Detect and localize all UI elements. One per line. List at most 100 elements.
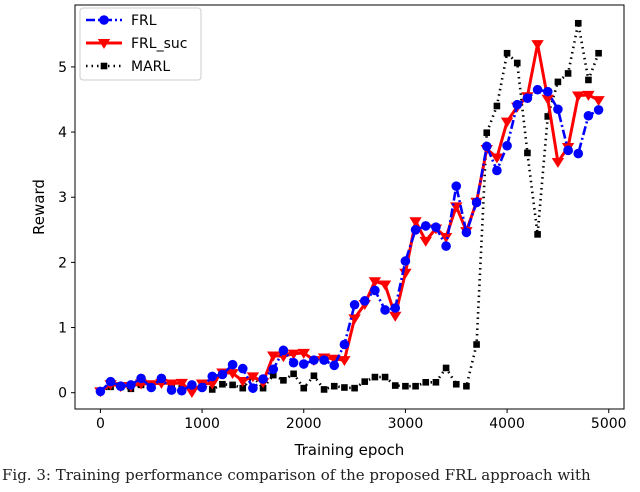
data-point-frl [278,345,289,356]
data-point-marl [361,378,369,385]
data-point-frl [522,93,533,103]
data-point-frl-suc [246,372,260,383]
data-point-marl [585,76,592,84]
data-point-frl [217,369,228,380]
data-point-frl [441,241,451,251]
data-point-frl [105,376,116,387]
data-point-marl [473,341,480,348]
data-point-frl [258,374,268,384]
data-point-frl [573,148,584,159]
data-point-marl [219,380,226,388]
data-point-marl [503,49,511,57]
plot-frame [74,4,625,410]
x-tick-label: 1000 [184,416,220,432]
data-point-frl-suc [185,388,199,398]
data-point-marl [300,384,308,392]
data-point-frl [268,364,279,375]
data-point-frl [146,382,157,393]
data-point-frl [95,386,106,397]
data-point-marl [442,364,450,372]
data-point-marl [269,371,277,379]
data-point-marl [574,19,582,27]
data-point-marl [341,384,348,391]
data-point-frl-suc [226,369,239,380]
data-point-frl [166,385,177,395]
data-point-frl [471,197,482,208]
data-point-frl-suc [368,277,382,288]
data-point-frl [288,357,299,368]
data-point-frl [400,256,411,266]
data-point-frl [380,305,390,315]
y-tick-label: 1 [58,321,67,337]
data-point-frl [136,373,146,384]
data-point-marl [239,384,247,392]
legend-marker-frl-suc [97,38,111,49]
data-point-frl [339,339,350,350]
data-point-frl-suc [287,349,300,360]
data-point-frl [420,221,431,231]
x-tick-label: 5000 [591,416,627,432]
data-point-marl [280,377,287,384]
data-point-frl [207,371,218,382]
y-tick-label: 0 [58,386,67,402]
y-tick-label: 5 [58,60,67,76]
legend-marker-frl [99,15,109,25]
figure-caption: Fig. 3: Training performance comparison … [2,466,591,484]
data-point-frl-suc [175,378,188,389]
data-point-marl [290,370,297,378]
data-point-frl [359,296,370,306]
data-point-marl [493,102,501,110]
data-point-frl-suc [490,153,504,164]
series-frl [95,84,604,397]
data-point-marl [595,49,602,57]
data-point-frl [542,86,553,97]
data-point-marl [554,78,562,86]
data-point-frl [227,359,238,370]
data-point-frl-suc [348,314,361,325]
data-point-marl [391,382,399,389]
data-point-marl [330,382,338,390]
data-point-frl [390,303,401,313]
legend-label-frl: FRL [131,13,157,29]
data-point-marl [452,380,460,388]
data-point-marl [524,149,531,157]
data-point-marl [412,382,419,390]
axis-ticks: 0 1000 2000 3000 4000 5000 0 1 2 3 4 5 [58,60,626,432]
data-point-frl [248,383,258,393]
y-axis-label: Reward [30,179,48,235]
data-point-frl [298,359,309,369]
data-point-marl [534,231,541,238]
data-point-frl [461,227,472,238]
data-point-frl-suc [439,232,453,243]
data-point-frl [156,373,167,384]
legend-label-marl: MARL [131,59,170,75]
data-point-frl-suc [582,90,595,101]
legend-frame [79,7,202,81]
data-point-frl [319,355,329,365]
data-point-marl [422,378,430,386]
y-tick-label: 4 [58,125,67,141]
data-point-frl [176,385,187,396]
x-axis-label: Training epoch [294,441,405,459]
data-point-frl [197,382,207,393]
data-point-frl [349,299,360,310]
data-point-marl [463,382,470,390]
data-point-marl [402,382,409,390]
data-point-frl [593,105,604,115]
data-point-frl [115,381,126,391]
data-point-frl-suc [206,379,219,390]
x-tick-label: 2000 [286,416,322,432]
x-tick-label: 0 [96,416,105,432]
data-point-frl-suc [500,117,514,128]
data-point-marl [229,381,236,389]
data-point-frl-suc [551,158,565,168]
data-point-frl [370,285,380,296]
data-point-frl-suc [592,96,605,107]
data-point-frl [481,141,492,152]
data-point-frl-suc [338,356,351,367]
data-point-frl [512,99,523,110]
data-point-frl [492,165,502,176]
x-tick-label: 3000 [388,416,424,432]
data-point-frl-suc [389,311,402,322]
data-point-frl-suc [419,236,432,247]
